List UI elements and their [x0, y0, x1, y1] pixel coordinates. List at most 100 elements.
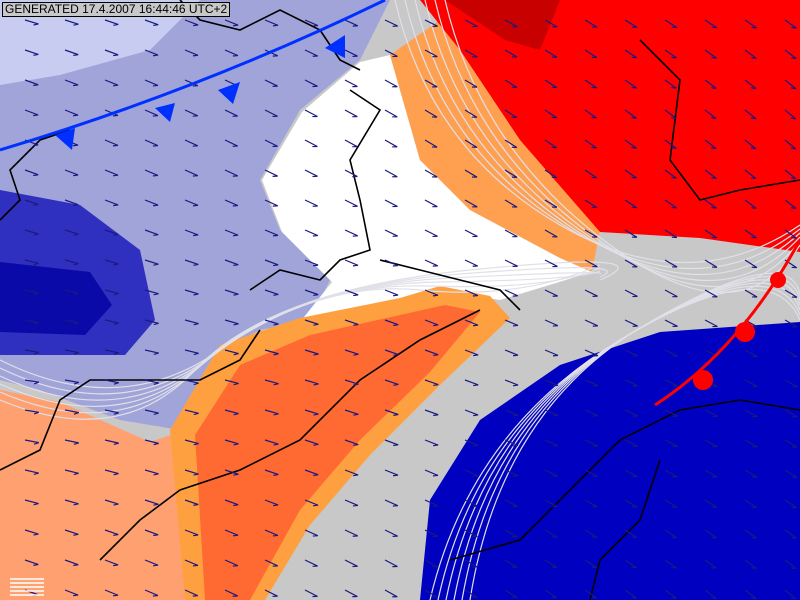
wind-arrow	[784, 139, 797, 150]
wind-arrow	[304, 559, 318, 567]
wind-arrow	[304, 19, 319, 27]
wind-arrow	[664, 379, 678, 387]
border-line	[179, 0, 361, 71]
wind-arrow	[544, 319, 559, 327]
wind-arrow	[344, 439, 359, 446]
wind-arrow	[144, 469, 159, 476]
warm-front-semicircle	[770, 272, 786, 288]
wind-arrow	[184, 529, 199, 537]
wind-arrow	[104, 319, 119, 326]
wind-arrow	[504, 319, 519, 327]
wind-arrow	[744, 289, 758, 298]
wind-arrow	[584, 559, 598, 569]
wind-arrow	[464, 259, 478, 267]
wind-arrow	[424, 259, 439, 267]
wind-arrow	[224, 19, 239, 27]
wind-arrow	[264, 379, 279, 386]
wind-arrow	[584, 409, 599, 417]
wind-arrow	[544, 19, 558, 28]
wind-arrow	[744, 529, 757, 539]
warm-front-line	[654, 239, 800, 407]
wind-arrow	[464, 289, 479, 297]
wind-arrow	[144, 559, 159, 567]
wind-arrow	[664, 199, 677, 209]
wind-arrow	[224, 469, 239, 476]
wind-arrow	[104, 19, 119, 26]
wind-arrow	[184, 439, 199, 446]
wind-arrow	[704, 529, 717, 539]
wind-arrow	[384, 469, 399, 477]
wind-arrow	[504, 289, 519, 297]
border-line	[0, 129, 71, 221]
wind-arrow	[64, 289, 79, 296]
wind-arrow	[464, 499, 478, 507]
wind-arrow	[504, 109, 518, 119]
wind-arrow	[304, 259, 319, 267]
wind-arrow	[784, 589, 797, 600]
wind-arrow	[184, 559, 199, 567]
wind-arrow	[584, 289, 598, 298]
wind-arrow	[224, 529, 239, 537]
wind-arrow	[624, 319, 638, 327]
wind-arrow	[344, 559, 358, 568]
wind-arrow	[264, 319, 279, 326]
isoline	[414, 0, 800, 275]
wind-arrow	[64, 589, 79, 597]
wind-arrow	[424, 349, 439, 357]
wind-arrow	[784, 319, 798, 328]
wind-arrow	[704, 199, 717, 209]
cold-front-line	[0, 0, 386, 152]
wind-arrow	[264, 109, 278, 118]
wind-arrow	[344, 409, 359, 416]
isoline	[0, 261, 619, 420]
wind-arrow	[104, 199, 119, 207]
wind-arrow	[144, 409, 159, 416]
wind-arrow	[544, 199, 558, 208]
wind-arrow	[624, 379, 639, 387]
wind-arrow	[704, 319, 718, 328]
wind-arrow	[664, 79, 677, 89]
wind-arrow	[104, 409, 119, 415]
wind-arrow	[264, 439, 279, 446]
wind-arrow	[464, 139, 478, 148]
wind-arrow	[424, 49, 438, 58]
wind-arrow	[264, 199, 278, 207]
border-line	[99, 309, 481, 561]
wind-arrow	[464, 589, 478, 598]
wind-arrow	[144, 229, 159, 237]
wind-arrow	[784, 499, 797, 509]
wind-arrow	[424, 379, 439, 387]
wind-arrow	[624, 199, 638, 209]
wind-arrow	[784, 229, 797, 239]
wind-arrow	[704, 409, 718, 418]
wind-arrow	[424, 199, 438, 208]
wind-arrow	[544, 529, 558, 538]
wind-arrow	[184, 169, 199, 177]
wind-arrow	[344, 229, 358, 237]
wind-arrow	[704, 589, 717, 600]
wind-arrow	[664, 109, 677, 119]
wind-arrow	[584, 19, 598, 28]
wind-arrow	[744, 169, 757, 180]
wind-arrow	[584, 349, 599, 357]
wind-arrow	[624, 139, 637, 149]
wind-arrow	[624, 259, 638, 268]
wind-arrow	[24, 109, 39, 117]
wind-arrow	[784, 439, 798, 448]
wind-arrow	[544, 379, 559, 387]
wind-arrow	[504, 229, 518, 238]
wind-arrow	[664, 259, 678, 268]
wind-arrow	[264, 79, 278, 87]
wind-arrow	[144, 499, 159, 506]
wind-arrow	[504, 529, 518, 538]
wind-arrow	[664, 559, 677, 569]
wind-arrow	[584, 469, 598, 478]
wind-arrow	[704, 49, 717, 59]
cold-front-triangle	[325, 35, 345, 58]
wind-arrow	[784, 289, 798, 298]
wind-arrow	[544, 109, 557, 119]
wind-arrow	[24, 289, 39, 295]
wind-arrow	[64, 19, 79, 26]
wind-arrow	[184, 379, 199, 386]
wind-arrow	[224, 379, 239, 386]
